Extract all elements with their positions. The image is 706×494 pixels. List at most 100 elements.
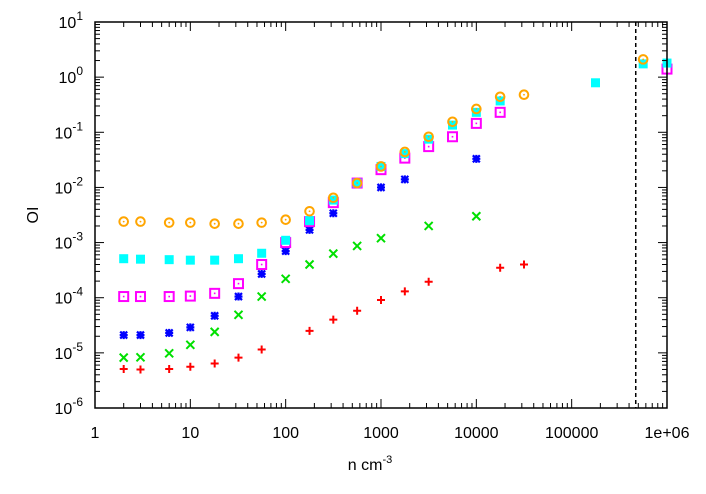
plus-marker [329, 315, 338, 324]
data-point-cross [328, 248, 339, 259]
data-point-cross [423, 221, 434, 231]
circle-dot [523, 93, 525, 96]
data-point-filledsquare [281, 235, 291, 245]
data-point-cross [164, 348, 174, 359]
circle-dot [213, 222, 216, 225]
star-marker [119, 330, 128, 340]
star-marker [472, 154, 481, 164]
cross-marker [352, 241, 362, 251]
circle-dot [284, 218, 287, 221]
circle-marker [135, 216, 146, 227]
filled-square-marker [328, 195, 338, 205]
circle-marker [118, 216, 129, 227]
data-point-plus [136, 365, 145, 374]
plus-marker [234, 353, 243, 362]
data-point-cross [471, 211, 482, 221]
y-tick-label: 10-6 [55, 395, 84, 418]
cross-marker [209, 327, 220, 337]
data-point-dotcircle [328, 192, 339, 204]
data-point-plus [520, 260, 528, 269]
y-axis-label: OI [25, 207, 42, 224]
data-point-cross [304, 259, 315, 270]
star-marker [376, 183, 386, 192]
circle-dot [332, 196, 335, 199]
circle-marker [163, 217, 175, 228]
circle-dot [642, 58, 645, 61]
circle-marker [471, 103, 482, 115]
data-point-dotcircle [518, 89, 530, 101]
data-point-dotcircle [637, 54, 649, 65]
data-point-plus [234, 353, 243, 362]
square-marker [256, 259, 268, 271]
filled-square-marker [281, 235, 291, 245]
data-point-cross [135, 352, 146, 363]
x-tick-label: 1e+06 [645, 425, 690, 442]
circle-dot [427, 135, 430, 138]
square-marker [134, 291, 146, 303]
data-point-filledsquare [591, 78, 600, 88]
filled-square-marker [164, 255, 174, 265]
circle-dot [237, 222, 240, 225]
square-dot [189, 295, 192, 297]
cross-marker [471, 211, 482, 221]
data-point-star [186, 323, 195, 332]
circle-dot [168, 221, 171, 224]
data-point-cross [352, 241, 362, 251]
data-point-cross [280, 274, 291, 284]
data-point-plus [353, 306, 362, 315]
data-point-plus [329, 315, 338, 324]
data-point-star [119, 330, 128, 340]
data-point-cross [376, 233, 386, 243]
circle-marker [399, 146, 411, 158]
data-point-dotcircle [163, 217, 175, 228]
data-point-dotsquare [134, 291, 146, 303]
data-point-filledsquare [305, 216, 315, 226]
data-point-dotsquare [232, 278, 244, 290]
circle-dot [499, 95, 502, 98]
star-marker [186, 323, 195, 332]
data-point-dotcircle [471, 103, 482, 115]
circle-dot [189, 221, 192, 224]
data-point-filledsquare [424, 134, 434, 144]
plus-marker [186, 362, 195, 371]
x-tick-label: 1000 [363, 425, 399, 442]
data-point-star [400, 175, 410, 184]
filled-square-marker [135, 254, 145, 264]
plus-marker [165, 364, 174, 373]
cross-marker [376, 233, 386, 243]
square-marker [184, 290, 196, 302]
data-point-filledsquare [210, 255, 220, 265]
square-dot [213, 292, 216, 295]
circle-dot [380, 165, 382, 168]
data-point-star [472, 154, 481, 164]
data-point-dotsquare [184, 290, 196, 302]
data-point-star [210, 311, 219, 321]
plus-marker [496, 263, 505, 272]
plus-marker [119, 364, 128, 373]
cross-marker [185, 340, 196, 350]
data-point-star [164, 328, 174, 338]
data-point-star [329, 208, 338, 218]
circle-dot [356, 182, 359, 184]
circle-marker [351, 177, 363, 189]
data-point-star [234, 292, 243, 301]
circle-marker [328, 192, 339, 204]
x-tick-label: 10 [181, 425, 199, 442]
square-dot [427, 145, 430, 148]
data-point-plus [496, 263, 505, 272]
axes: 1 10 100 1000 10000 100000 1e+06 10-6 10-5 10-4 10… [55, 9, 690, 442]
cross-marker [328, 248, 339, 259]
filled-square-marker [233, 254, 243, 264]
data-point-plus [377, 295, 385, 304]
data-point-dotcircle [233, 218, 244, 229]
filled-square-marker [119, 254, 129, 264]
data-point-dotsquare [446, 131, 458, 143]
data-point-cross [185, 340, 196, 350]
data-point-filledsquare [257, 248, 267, 258]
data-point-star [281, 246, 290, 256]
plus-marker [424, 277, 433, 286]
filled-square-marker [257, 248, 267, 258]
data-point-dotsquare [494, 106, 506, 118]
filled-square-marker [591, 78, 600, 88]
